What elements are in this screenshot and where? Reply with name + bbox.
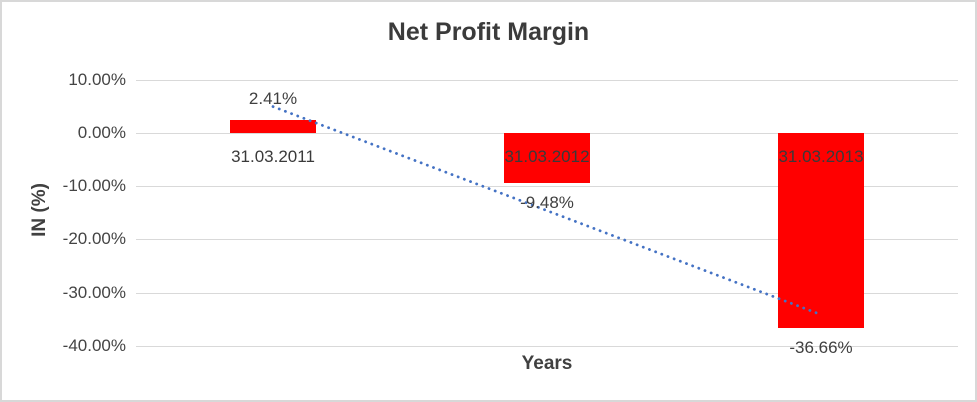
x-axis-title: Years <box>521 353 573 374</box>
chart-title: Net Profit Margin <box>387 18 590 46</box>
y-axis-tick-label: -30.00% <box>62 283 126 302</box>
gridline <box>136 346 958 347</box>
bar-31.03.2011 <box>230 120 316 133</box>
gridline <box>136 80 958 81</box>
y-axis-title: IN (%) <box>29 183 50 237</box>
category-label: 31.03.2013 <box>778 147 864 166</box>
y-axis-tick-label: 0.00% <box>77 123 126 142</box>
category-label: 31.03.2011 <box>231 147 315 166</box>
data-label: -36.66% <box>789 338 853 357</box>
category-label: 31.03.2012 <box>504 147 590 166</box>
y-axis-tick-label: -10.00% <box>62 176 126 195</box>
y-axis-tick-label: 10.00% <box>68 70 126 89</box>
y-axis-tick-label: -20.00% <box>62 229 126 248</box>
y-axis-tick-label: -40.00% <box>62 336 126 355</box>
data-label: 2.41% <box>248 89 298 108</box>
data-label: -9.48% <box>520 193 574 212</box>
